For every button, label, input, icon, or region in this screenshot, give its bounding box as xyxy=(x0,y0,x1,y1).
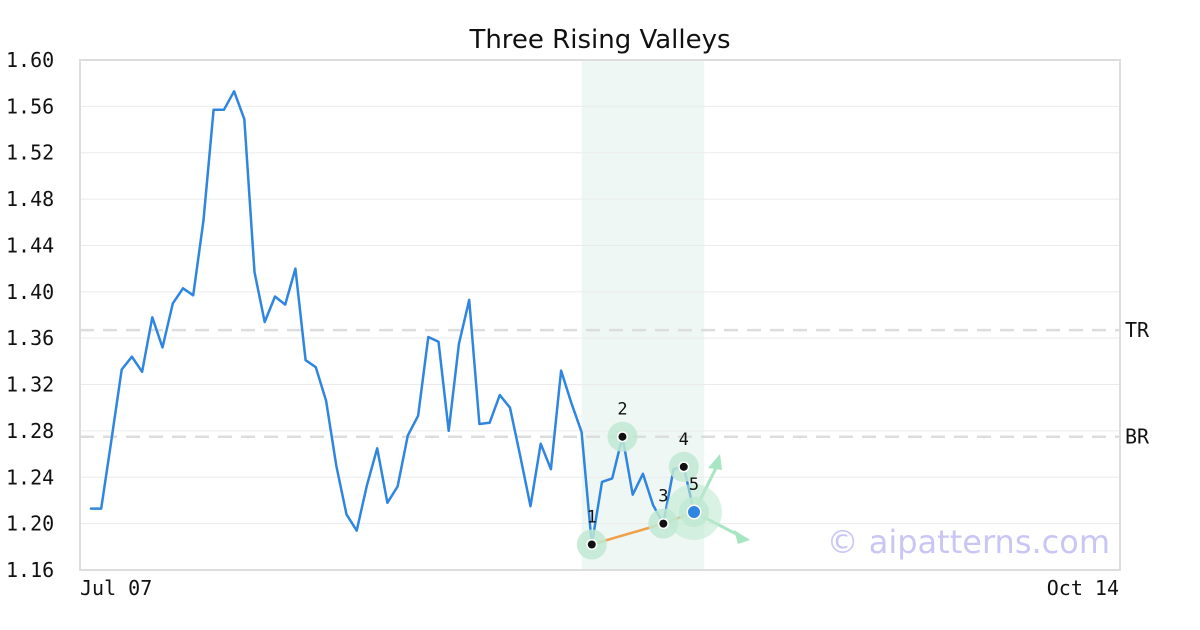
y-axis-ticks: 1.60 1.56 1.52 1.48 1.44 1.40 1.36 1.32 1.28 1.24… xyxy=(6,48,54,582)
y-tick-label: 1.56 xyxy=(6,94,54,118)
pattern-point-label: 1 xyxy=(587,508,597,528)
pattern-point-label: 3 xyxy=(658,487,668,507)
projection-arrow-up-head xyxy=(708,454,722,471)
pattern-point-dot xyxy=(679,462,688,471)
pattern-point-label: 2 xyxy=(617,400,627,420)
chart-title: Three Rising Valleys xyxy=(468,25,730,55)
level-lines-layer: TR BR xyxy=(80,318,1150,449)
pattern-layer: 1 2 3 4 5 xyxy=(576,400,750,560)
level-label: TR xyxy=(1125,318,1150,342)
y-tick-label: 1.32 xyxy=(6,373,54,397)
pattern-point-label: 5 xyxy=(689,475,699,495)
y-tick-label: 1.44 xyxy=(6,233,54,257)
watermark: © aipatterns.com xyxy=(827,523,1110,561)
pattern-point-dot xyxy=(659,519,668,528)
x-axis-ticks: Jul 07 Oct 14 xyxy=(80,576,1119,600)
y-tick-label: 1.60 xyxy=(6,48,54,72)
y-tick-label: 1.28 xyxy=(6,419,54,443)
y-tick-label: 1.52 xyxy=(6,141,54,165)
y-tick-label: 1.20 xyxy=(6,512,54,536)
y-tick-label: 1.24 xyxy=(6,465,54,489)
x-tick-label: Oct 14 xyxy=(1047,576,1119,600)
level-label: BR xyxy=(1125,425,1150,449)
pattern-point-dot xyxy=(688,506,700,519)
y-tick-label: 1.40 xyxy=(6,280,54,304)
pattern-point-dot xyxy=(618,432,627,441)
pattern-point-label: 4 xyxy=(679,430,689,450)
y-tick-label: 1.36 xyxy=(6,326,54,350)
y-tick-label: 1.16 xyxy=(6,558,54,582)
y-tick-label: 1.48 xyxy=(6,187,54,211)
pattern-point-dot xyxy=(587,540,596,549)
x-tick-label: Jul 07 xyxy=(80,576,152,600)
plot-frame xyxy=(79,59,1121,571)
projection-arrow-down-head xyxy=(734,530,750,545)
